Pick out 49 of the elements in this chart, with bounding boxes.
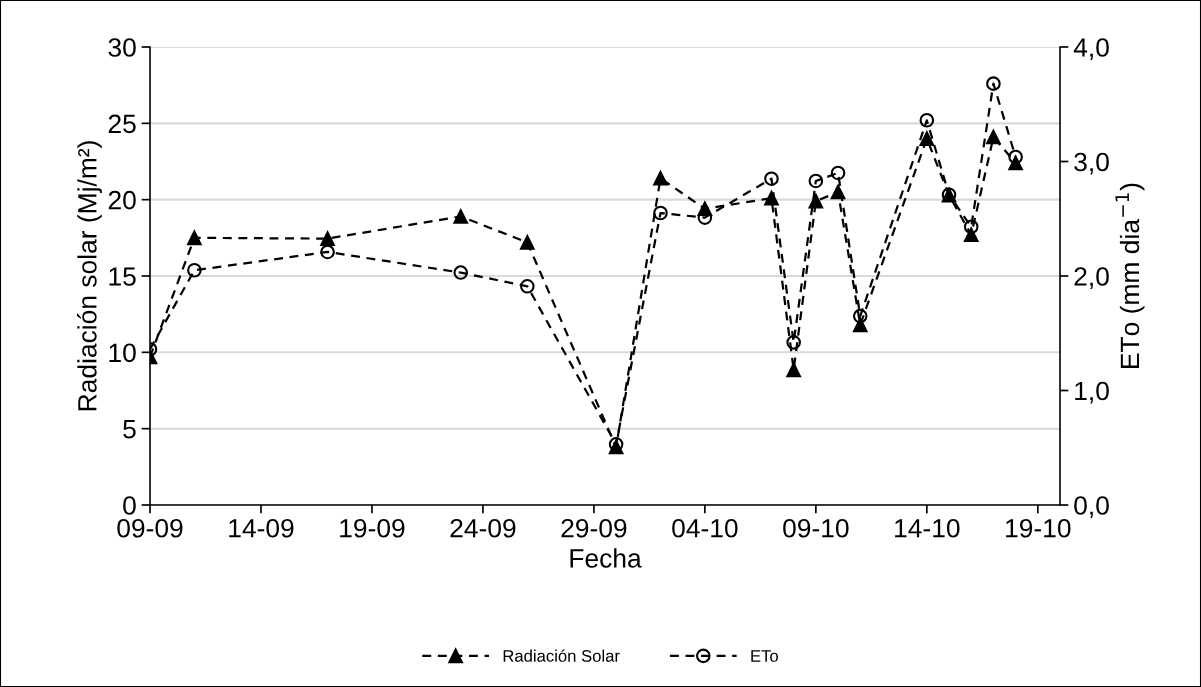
- point: [1008, 149, 1023, 165]
- point: [919, 131, 935, 146]
- y-tick-label: 0: [123, 496, 136, 515]
- x-tick-label: 19-10: [1006, 518, 1071, 538]
- point: [320, 231, 335, 246]
- y-tick-label: 5: [123, 420, 136, 439]
- y2-tick-label: 2,0: [1074, 267, 1109, 289]
- point: [653, 205, 668, 221]
- y2-tick-label: 4,0: [1073, 38, 1109, 60]
- point: [320, 244, 335, 260]
- x-tick-label: 09-10: [783, 518, 849, 538]
- point: [808, 193, 824, 209]
- point: [786, 362, 801, 378]
- x-tick-label: 14-09: [229, 518, 294, 538]
- y-axis-title: Radiación solar (Mj/m²): [76, 141, 102, 411]
- y-tick-label: 25: [108, 114, 136, 134]
- x-tick-label: 29-09: [561, 518, 627, 538]
- point: [986, 129, 1001, 145]
- y-tick-label: 15: [109, 267, 136, 286]
- y2-tick-label: 3,0: [1074, 152, 1109, 175]
- x-tick-label: 09-09: [117, 518, 183, 538]
- y2-tick-label: 1,0: [1075, 381, 1109, 404]
- point: [520, 279, 535, 294]
- point: [453, 209, 469, 224]
- point: [986, 76, 1001, 91]
- point: [852, 308, 868, 324]
- x-tick-label: 04-10: [672, 518, 738, 538]
- point: [764, 171, 779, 186]
- x-tick-label: 14-10: [895, 518, 960, 538]
- point: [187, 262, 202, 278]
- y-tick-label: 20: [108, 190, 136, 210]
- y-tick-label: 30: [108, 38, 136, 57]
- point: [520, 235, 535, 250]
- point: [453, 265, 469, 280]
- y2-tick-label: 0,0: [1074, 496, 1109, 518]
- point: [963, 219, 979, 235]
- x-tick-label: 24-09: [450, 518, 516, 538]
- point: [919, 112, 935, 128]
- legend-label: Radiación Solar: [503, 649, 620, 662]
- x-axis-title: Fecha: [570, 548, 642, 568]
- point: [786, 335, 801, 350]
- y2-axis-title: ETo (mm dia$^{−1}$): [1115, 183, 1145, 368]
- point: [808, 173, 824, 189]
- point: [653, 171, 668, 186]
- x-tick-label: 19-09: [340, 518, 405, 538]
- y-tick-label: 10: [109, 343, 136, 363]
- point: [187, 230, 202, 246]
- legend-label: ETo: [751, 650, 778, 662]
- point: [830, 165, 846, 181]
